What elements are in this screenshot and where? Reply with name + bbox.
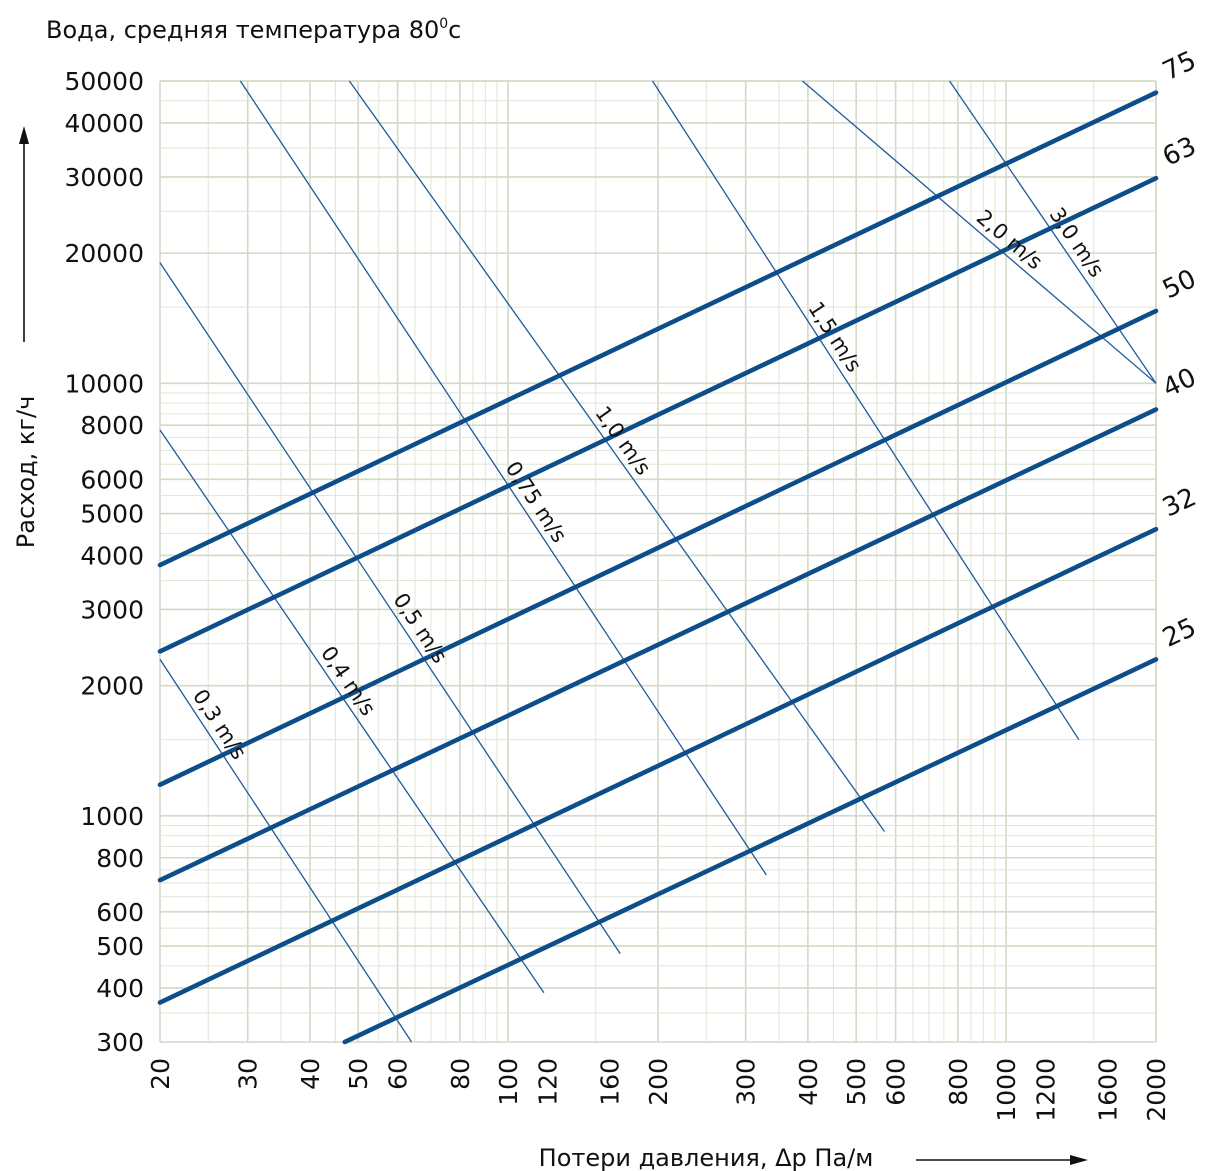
pipe-label: 75 (1158, 46, 1201, 87)
y-tick-label: 800 (96, 844, 144, 873)
series-labels: 0,3 m/s0,4 m/s0,5 m/s0,75 m/s1,0 m/s1,5 … (188, 46, 1201, 764)
velocity-line (949, 80, 1157, 384)
x-axis-arrow-head (1070, 1155, 1088, 1165)
x-tick-label: 30 (234, 1058, 263, 1090)
y-axis-ticks: 300 400 500 600 800 1000 2000 3000 4000 5000 6000 8… (64, 67, 144, 1057)
pipe-line (157, 175, 1159, 654)
y-tick-label: 2000 (80, 672, 144, 701)
x-tick-label: 100 (494, 1058, 523, 1106)
pipe-line (157, 90, 1159, 568)
pipe-label: 32 (1158, 482, 1201, 523)
velocity-line (159, 659, 413, 1043)
x-tick-label: 20 (146, 1058, 175, 1090)
x-axis-title: Потери давления, Δp Па/м (539, 1144, 874, 1171)
pipe-line (342, 657, 1159, 1045)
pipe-line (157, 526, 1159, 1005)
velocity-line (348, 80, 886, 832)
y-tick-label: 30000 (64, 163, 144, 192)
x-tick-label: 40 (296, 1058, 325, 1090)
chart-title-main: Вода, средняя температура 80 (46, 16, 439, 44)
y-tick-label: 6000 (80, 465, 144, 494)
pipe-label: 40 (1158, 363, 1201, 404)
velocity-line (802, 80, 1157, 384)
x-tick-label: 300 (732, 1058, 761, 1106)
x-tick-label: 500 (842, 1058, 871, 1106)
x-tick-label: 600 (882, 1058, 911, 1106)
y-tick-label: 50000 (64, 67, 144, 96)
y-tick-label: 8000 (80, 411, 144, 440)
x-tick-label: 200 (644, 1058, 673, 1106)
x-tick-label: 1600 (1094, 1058, 1123, 1122)
y-tick-label: 600 (96, 898, 144, 927)
y-axis-title: Расход, кг/ч (12, 396, 40, 548)
y-tick-label: 3000 (80, 595, 144, 624)
x-tick-label: 50 (344, 1058, 373, 1090)
velocity-lines (159, 80, 1157, 1043)
y-tick-label: 400 (96, 974, 144, 1003)
y-tick-label: 40000 (64, 109, 144, 138)
pipe-line (157, 308, 1159, 788)
x-tick-label: 120 (534, 1058, 563, 1106)
velocity-line (239, 80, 767, 876)
pipe-label: 63 (1158, 131, 1201, 172)
x-tick-label: 400 (794, 1058, 823, 1106)
x-tick-label: 1200 (1032, 1058, 1061, 1122)
x-tick-label: 800 (944, 1058, 973, 1106)
grid (159, 80, 1157, 1043)
pipe-diameter-lines (157, 90, 1159, 1045)
y-axis-arrow-head (19, 126, 29, 144)
y-tick-label: 5000 (80, 500, 144, 529)
x-tick-label: 80 (446, 1058, 475, 1090)
velocity-line (159, 262, 621, 955)
x-tick-label: 2000 (1142, 1058, 1171, 1122)
y-tick-label: 10000 (64, 369, 144, 398)
x-tick-label: 1000 (992, 1058, 1021, 1122)
y-tick-label: 300 (96, 1028, 144, 1057)
x-tick-label: 160 (596, 1058, 625, 1106)
chart-title-suffix: c (448, 16, 461, 44)
x-tick-label: 60 (384, 1058, 413, 1090)
velocity-line (159, 429, 545, 994)
y-tick-label: 4000 (80, 541, 144, 570)
chart-title: Вода, средняя температура 800c (46, 16, 461, 44)
velocity-label: 0,3 m/s (188, 685, 251, 764)
pipe-label: 50 (1158, 264, 1201, 305)
y-tick-label: 1000 (80, 802, 144, 831)
y-tick-label: 20000 (64, 239, 144, 268)
x-axis-ticks: 20 30 40 50 60 80 100 120 160 200 300 400 500 600 800 1… (146, 1058, 1171, 1122)
y-tick-label: 500 (96, 932, 144, 961)
pipe-line (157, 407, 1159, 883)
chart-title-superscript: 0 (439, 16, 448, 32)
velocity-line (651, 80, 1080, 741)
pipe-label: 25 (1158, 612, 1201, 653)
